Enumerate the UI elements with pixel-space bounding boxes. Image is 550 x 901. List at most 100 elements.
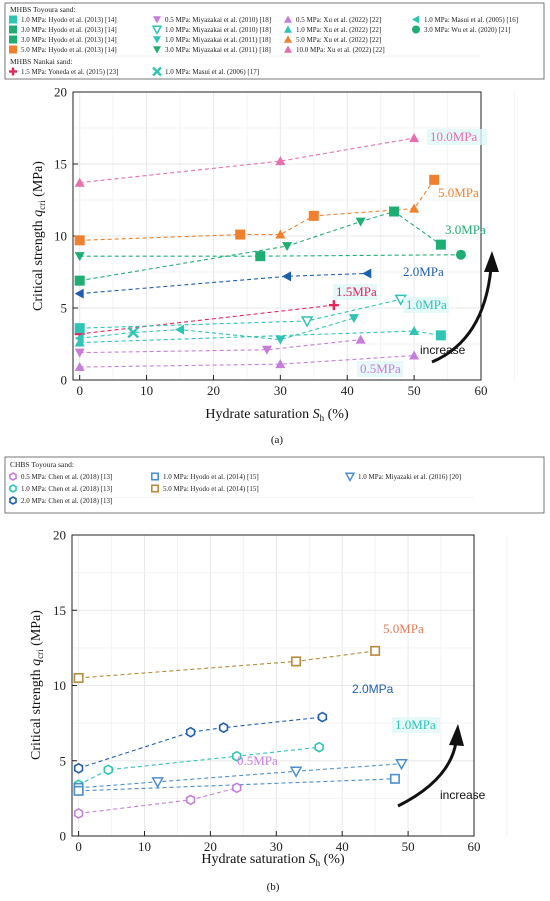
legend-entry-label: 2.0 MPa: Chen et al. (2018) [13]: [21, 497, 112, 505]
legend-a-group-title-2: MHBS Nankai sand:: [10, 57, 73, 66]
legend-marker: [153, 16, 161, 24]
data-point: [232, 782, 242, 794]
y-axis-title-b-main: Critical strength: [29, 666, 44, 760]
data-point: [232, 750, 242, 762]
legend-entry-label: 1.0 MPa: Masui et al. (2006) [17]: [165, 68, 259, 76]
series-line: [78, 746, 320, 786]
legend-entry-label: 1.0 MPa: Miyazakai et al. (2011) [18]: [165, 36, 271, 44]
x-tick-label: 0: [76, 383, 83, 398]
legend-b-box: [4, 456, 545, 514]
data-point: [409, 203, 420, 213]
y-axis-title-a-sub: cri: [37, 200, 47, 210]
legend-marker: [9, 15, 17, 24]
data-point: [74, 275, 85, 286]
legend-marker: [9, 484, 17, 493]
label-highlight: [333, 284, 377, 300]
legend-marker: [284, 15, 292, 23]
data-point: [355, 217, 366, 227]
series-line: [79, 317, 355, 341]
data-point: [73, 785, 84, 796]
legend-entry-label: 3.0 MPa: Miyazakai et al. (2011) [18]: [165, 46, 271, 54]
legend-entry-label: 0.5 MPa: Chen et al. (2018) [13]: [21, 473, 112, 481]
series-line: [78, 778, 395, 792]
data-point: [74, 348, 85, 358]
increase-arrow-head: [484, 251, 499, 272]
data-point: [127, 326, 140, 339]
curve-label: 5.0MPa: [438, 185, 479, 200]
panel-label-b: (b): [267, 881, 280, 893]
x-tick-label: 50: [408, 383, 421, 398]
increase-arrow-shaft: [397, 741, 458, 808]
panel-label-a: (a): [271, 434, 284, 446]
data-point: [73, 807, 84, 819]
series-line: [79, 304, 334, 335]
y-tick-label: 0: [60, 829, 67, 844]
series-line: [78, 763, 402, 789]
data-point: [261, 345, 272, 355]
data-point: [185, 726, 196, 738]
data-point: [218, 722, 229, 734]
data-point: [74, 337, 85, 347]
data-point: [429, 174, 440, 185]
x-tick-label: 20: [204, 839, 217, 854]
ticks-b: 0 10 20 30 40 50 60 0 5 10 15 20: [53, 528, 481, 855]
legend-entry-label: 1.0 MPa: Hyodo et al. (2013) [14]: [21, 16, 117, 24]
curve-label: 1.0MPa: [406, 297, 447, 312]
legend-entry-label: 1.0 MPa: Xu et al. (2022) [22]: [296, 26, 381, 34]
data-point: [308, 210, 319, 221]
data-point: [151, 777, 164, 789]
data-point: [409, 326, 420, 336]
y-axis-title-a-main: Critical strength: [31, 217, 46, 311]
annotations-b: 5.0MPa 2.0MPa 1.0MPa 0.5MPa increase: [237, 621, 486, 808]
data-point: [355, 334, 366, 344]
series-b: [73, 645, 408, 819]
x-axis-title-a: Hydrate saturation Sh (%): [205, 407, 349, 423]
legend-marker: [153, 46, 161, 54]
x-axis-title-a-tail: (%): [324, 407, 349, 422]
grid-b: [72, 496, 508, 837]
legend-entry-label: 5.0 MPa: Hyodo et al. (2013) [14]: [21, 46, 117, 54]
curve-label: 0.5MPa: [360, 361, 401, 376]
ticks-a: 0 10 20 30 40 50 60 0 5 10 15 20: [54, 85, 488, 399]
curve-label: 10.0MPa: [430, 129, 478, 144]
data-point: [282, 242, 293, 252]
legend-b-group-title-1: CHBS Toyoura sand:: [10, 460, 74, 469]
y-tick-label: 0: [61, 373, 68, 388]
y-tick-label: 5: [61, 301, 68, 316]
curve-label: 1.0MPa: [395, 717, 436, 732]
data-point: [314, 741, 324, 753]
data-point: [455, 249, 466, 260]
series-a: [74, 133, 466, 372]
data-point: [389, 773, 400, 784]
legend-entry-label: 3.0 MPa: Wu et al. (2020) [21]: [424, 26, 510, 34]
legend-entry-label: 5.0 MPa: Xu et al. (2022) [22]: [296, 36, 381, 44]
data-point: [73, 672, 84, 683]
data-point: [103, 764, 113, 776]
legend-marker: [284, 35, 292, 43]
x-tick-label: 20: [207, 383, 220, 398]
legend-marker: [284, 45, 292, 53]
y-axis-title-a-tail: (MPa): [31, 161, 46, 201]
legend-marker: [9, 35, 17, 44]
x-axis-title-b-sym: S: [309, 852, 316, 867]
legend-marker: [284, 25, 292, 33]
data-point: [317, 711, 328, 723]
x-axis-title-b-main: Hydrate saturation: [201, 852, 308, 867]
panel-a: MHBS Toyoura sand: 1.0 MPa: Hyodo et al.…: [4, 2, 545, 446]
x-tick-label: 40: [336, 839, 349, 854]
label-highlight: [403, 297, 449, 313]
legend-a-group-title-1: MHBS Toyoura sand:: [10, 5, 76, 14]
y-tick-label: 10: [53, 678, 66, 693]
legend-entry-label: 0.5 MPa: Miyazakai et al. (2010) [18]: [165, 16, 271, 24]
y-tick-label: 20: [54, 85, 67, 100]
curve-label: 5.0MPa: [383, 621, 424, 636]
legend-marker: [9, 25, 17, 34]
legend-entry-label: 1.0 MPa: Chen et al. (2018) [13]: [21, 485, 112, 493]
data-point: [395, 759, 408, 771]
data-point: [282, 271, 292, 282]
panel-b: CHBS Toyoura sand: 0.5 MPa: Chen et al. …: [4, 456, 545, 893]
data-point: [389, 206, 400, 217]
data-point: [328, 300, 339, 311]
series-line: [79, 330, 441, 344]
